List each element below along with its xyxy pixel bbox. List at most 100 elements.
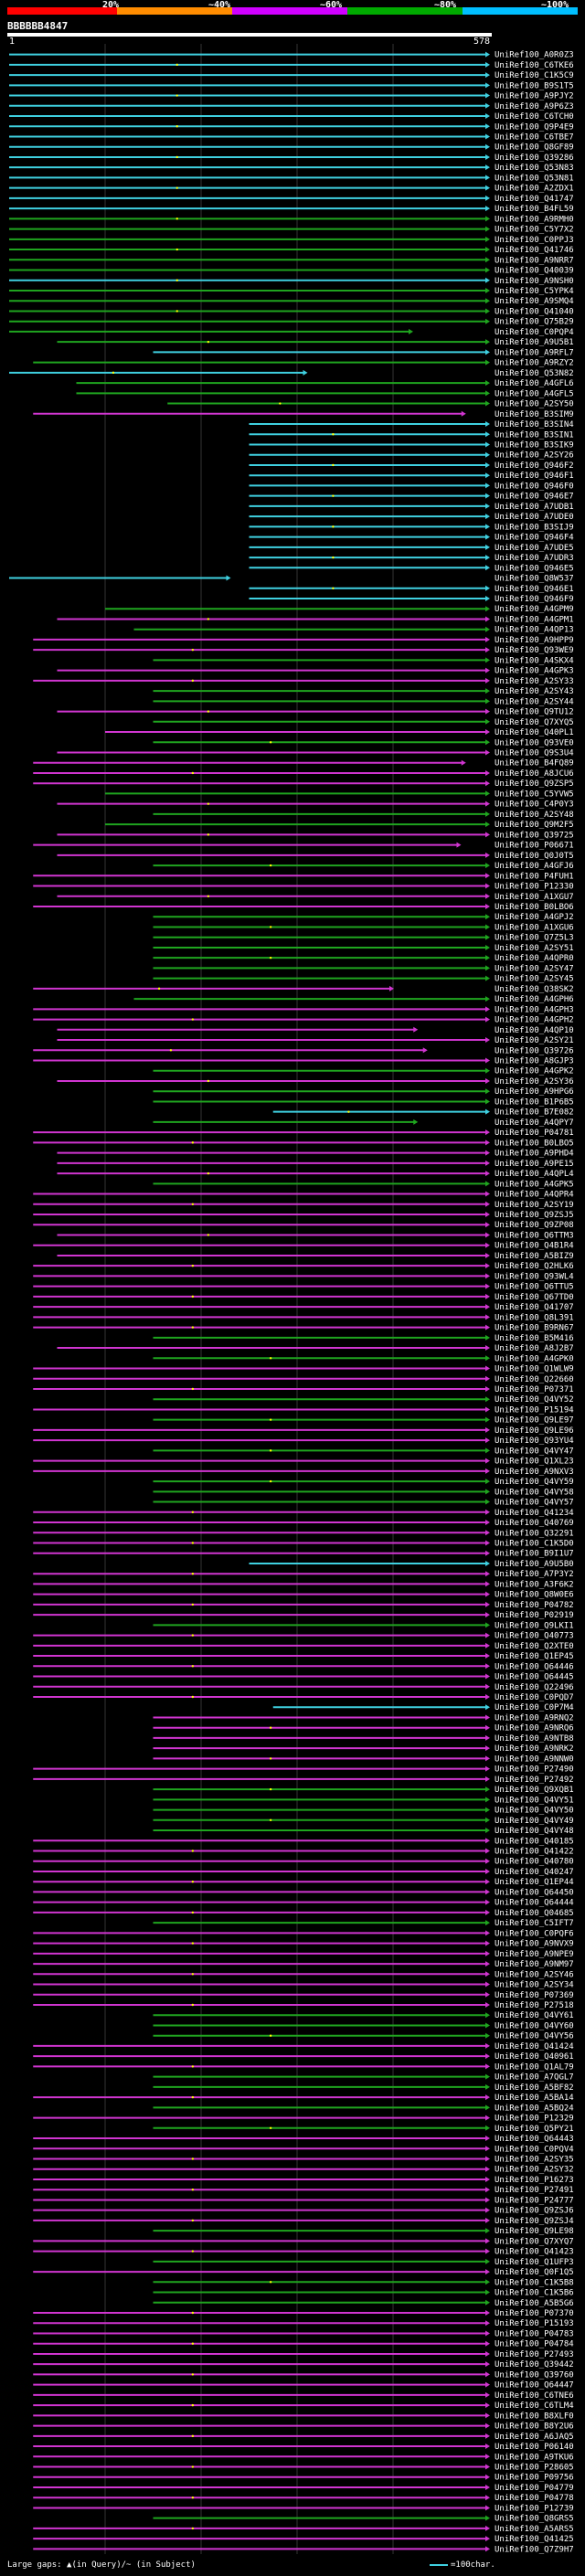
- hit-row[interactable]: UniRef100_P27490: [33, 1765, 574, 1775]
- hit-row[interactable]: UniRef100_Q946F2: [249, 461, 574, 471]
- hit-row[interactable]: UniRef100_P27518: [33, 2001, 574, 2010]
- hit-row[interactable]: UniRef100_Q9ZSP5: [33, 779, 574, 789]
- hit-label[interactable]: UniRef100_P09756: [495, 2474, 574, 2483]
- hit-row[interactable]: UniRef100_A9U5B1: [57, 338, 574, 347]
- hit-row[interactable]: UniRef100_C5YVW5: [105, 790, 574, 799]
- hit-row[interactable]: UniRef100_Q40185: [33, 1837, 574, 1846]
- hit-row[interactable]: UniRef100_P27491: [33, 2186, 574, 2195]
- hit-label[interactable]: UniRef100_Q9LE97: [495, 1416, 574, 1426]
- hit-row[interactable]: UniRef100_A4QP10: [57, 1026, 574, 1035]
- hit-row[interactable]: UniRef100_B7E082: [272, 1108, 574, 1118]
- hit-label[interactable]: UniRef100_A2SY44: [495, 697, 574, 706]
- hit-label[interactable]: UniRef100_Q22660: [495, 1375, 574, 1384]
- hit-row[interactable]: UniRef100_B4FL59: [9, 205, 574, 214]
- hit-label[interactable]: UniRef100_A2SY43: [495, 687, 574, 696]
- hit-label[interactable]: UniRef100_P15193: [495, 2319, 574, 2328]
- hit-row[interactable]: UniRef100_Q946E5: [249, 564, 574, 573]
- hit-row[interactable]: UniRef100_A6JAQ5: [33, 2433, 574, 2442]
- hit-label[interactable]: UniRef100_A9NM97: [495, 1960, 574, 1969]
- hit-row[interactable]: UniRef100_Q4VY52: [153, 1395, 574, 1405]
- hit-label[interactable]: UniRef100_A4GPJ2: [495, 913, 574, 922]
- hit-label[interactable]: UniRef100_B0LBO5: [495, 1139, 574, 1148]
- hit-label[interactable]: UniRef100_C4P0Y3: [495, 800, 574, 810]
- hit-label[interactable]: UniRef100_Q39442: [495, 2360, 574, 2369]
- hit-row[interactable]: UniRef100_Q4VY61: [153, 2011, 574, 2020]
- hit-row[interactable]: UniRef100_Q9XQB1: [153, 1786, 574, 1795]
- hit-row[interactable]: UniRef100_A9PHD4: [57, 1150, 574, 1159]
- hit-row[interactable]: UniRef100_A9NTB8: [153, 1734, 574, 1744]
- hit-label[interactable]: UniRef100_B3SIJ9: [495, 523, 574, 532]
- hit-row[interactable]: UniRef100_P04779: [33, 2484, 574, 2493]
- hit-label[interactable]: UniRef100_C1K5D0: [495, 1539, 574, 1548]
- hit-label[interactable]: UniRef100_Q9LE98: [495, 2227, 574, 2236]
- hit-row[interactable]: UniRef100_Q64443: [33, 2135, 574, 2144]
- hit-label[interactable]: UniRef100_A7UDR3: [495, 554, 574, 563]
- hit-label[interactable]: UniRef100_P07371: [495, 1385, 574, 1394]
- hit-row[interactable]: UniRef100_Q39760: [33, 2370, 574, 2380]
- hit-label[interactable]: UniRef100_Q8GF89: [495, 143, 574, 153]
- hit-label[interactable]: UniRef100_A2SY19: [495, 1201, 574, 1210]
- hit-row[interactable]: UniRef100_Q40039: [9, 267, 574, 276]
- hit-row[interactable]: UniRef100_Q22496: [33, 1683, 574, 1692]
- hit-row[interactable]: UniRef100_B9I1U7: [33, 1550, 574, 1559]
- hit-row[interactable]: UniRef100_A9RFL7: [153, 348, 574, 357]
- hit-label[interactable]: UniRef100_Q1XL23: [495, 1458, 574, 1467]
- hit-row[interactable]: UniRef100_A2SY48: [153, 811, 574, 820]
- hit-row[interactable]: UniRef100_P28605: [33, 2464, 574, 2473]
- hit-label[interactable]: UniRef100_A5BA14: [495, 2094, 574, 2103]
- hit-label[interactable]: UniRef100_A9P6Z3: [495, 102, 574, 111]
- hit-label[interactable]: UniRef100_Q1UFP3: [495, 2258, 574, 2267]
- hit-row[interactable]: UniRef100_Q75B29: [9, 318, 574, 327]
- hit-row[interactable]: UniRef100_Q7Z9H7: [33, 2545, 574, 2554]
- hit-label[interactable]: UniRef100_A4QPR4: [495, 1191, 574, 1200]
- hit-label[interactable]: UniRef100_A5BF82: [495, 2083, 574, 2093]
- hit-row[interactable]: UniRef100_A8J2B7: [57, 1344, 574, 1353]
- hit-label[interactable]: UniRef100_A9HPG6: [495, 1087, 574, 1097]
- hit-label[interactable]: UniRef100_Q64446: [495, 1662, 574, 1671]
- hit-label[interactable]: UniRef100_Q93VE0: [495, 738, 574, 747]
- hit-row[interactable]: UniRef100_B3SIM9: [33, 410, 574, 419]
- hit-label[interactable]: UniRef100_Q946E5: [495, 564, 574, 573]
- hit-label[interactable]: UniRef100_Q39726: [495, 1046, 574, 1055]
- hit-row[interactable]: UniRef100_Q1EP44: [33, 1878, 574, 1887]
- hit-row[interactable]: UniRef100_A9RMH0: [9, 215, 574, 224]
- hit-label[interactable]: UniRef100_Q6TTM3: [495, 1231, 574, 1240]
- hit-label[interactable]: UniRef100_A2SY48: [495, 811, 574, 820]
- hit-label[interactable]: UniRef100_A4QP13: [495, 626, 574, 635]
- hit-row[interactable]: UniRef100_Q93VE0: [153, 738, 574, 747]
- hit-label[interactable]: UniRef100_C1K5B8: [495, 2278, 574, 2287]
- hit-row[interactable]: UniRef100_A4GPM9: [105, 605, 574, 614]
- hit-row[interactable]: UniRef100_Q22660: [33, 1375, 574, 1384]
- hit-label[interactable]: UniRef100_Q64450: [495, 1888, 574, 1897]
- hit-label[interactable]: UniRef100_A4GFJ6: [495, 862, 574, 871]
- hit-row[interactable]: UniRef100_Q4VY51: [153, 1796, 574, 1805]
- hit-row[interactable]: UniRef100_Q41747: [9, 195, 574, 204]
- hit-row[interactable]: UniRef100_P12739: [33, 2504, 574, 2513]
- hit-label[interactable]: UniRef100_A7UDB1: [495, 503, 574, 512]
- hit-label[interactable]: UniRef100_Q4VY60: [495, 2021, 574, 2030]
- hit-row[interactable]: UniRef100_A2SY45: [153, 975, 574, 984]
- hit-row[interactable]: UniRef100_P15193: [33, 2319, 574, 2328]
- hit-label[interactable]: UniRef100_C0PQD7: [495, 1693, 574, 1702]
- hit-label[interactable]: UniRef100_A2SY46: [495, 1970, 574, 1979]
- hit-label[interactable]: UniRef100_Q8W0E6: [495, 1591, 574, 1600]
- hit-row[interactable]: UniRef100_A7UDE5: [249, 544, 574, 553]
- hit-row[interactable]: UniRef100_Q4VY57: [153, 1499, 574, 1508]
- hit-label[interactable]: UniRef100_P24777: [495, 2196, 574, 2205]
- hit-row[interactable]: UniRef100_B0LBO5: [33, 1139, 574, 1148]
- hit-row[interactable]: UniRef100_Q9S3U4: [57, 749, 574, 758]
- hit-row[interactable]: UniRef100_Q9LE97: [153, 1416, 574, 1426]
- hit-label[interactable]: UniRef100_A4GPK2: [495, 1067, 574, 1076]
- hit-label[interactable]: UniRef100_Q64443: [495, 2135, 574, 2144]
- hit-row[interactable]: UniRef100_A5ARS5: [33, 2525, 574, 2534]
- hit-label[interactable]: UniRef100_Q64445: [495, 1673, 574, 1682]
- hit-row[interactable]: UniRef100_Q39725: [57, 831, 574, 840]
- hit-row[interactable]: UniRef100_Q41425: [33, 2535, 574, 2544]
- hit-row[interactable]: UniRef100_Q7XYQ5: [153, 718, 574, 727]
- hit-row[interactable]: UniRef100_A2SY36: [57, 1077, 574, 1087]
- hit-label[interactable]: UniRef100_B3SIK9: [495, 440, 574, 450]
- hit-row[interactable]: UniRef100_B3SIN1: [249, 430, 574, 440]
- hit-label[interactable]: UniRef100_Q2XTE0: [495, 1642, 574, 1651]
- hit-row[interactable]: UniRef100_Q9LE98: [153, 2227, 574, 2236]
- hit-label[interactable]: UniRef100_Q67TD0: [495, 1293, 574, 1302]
